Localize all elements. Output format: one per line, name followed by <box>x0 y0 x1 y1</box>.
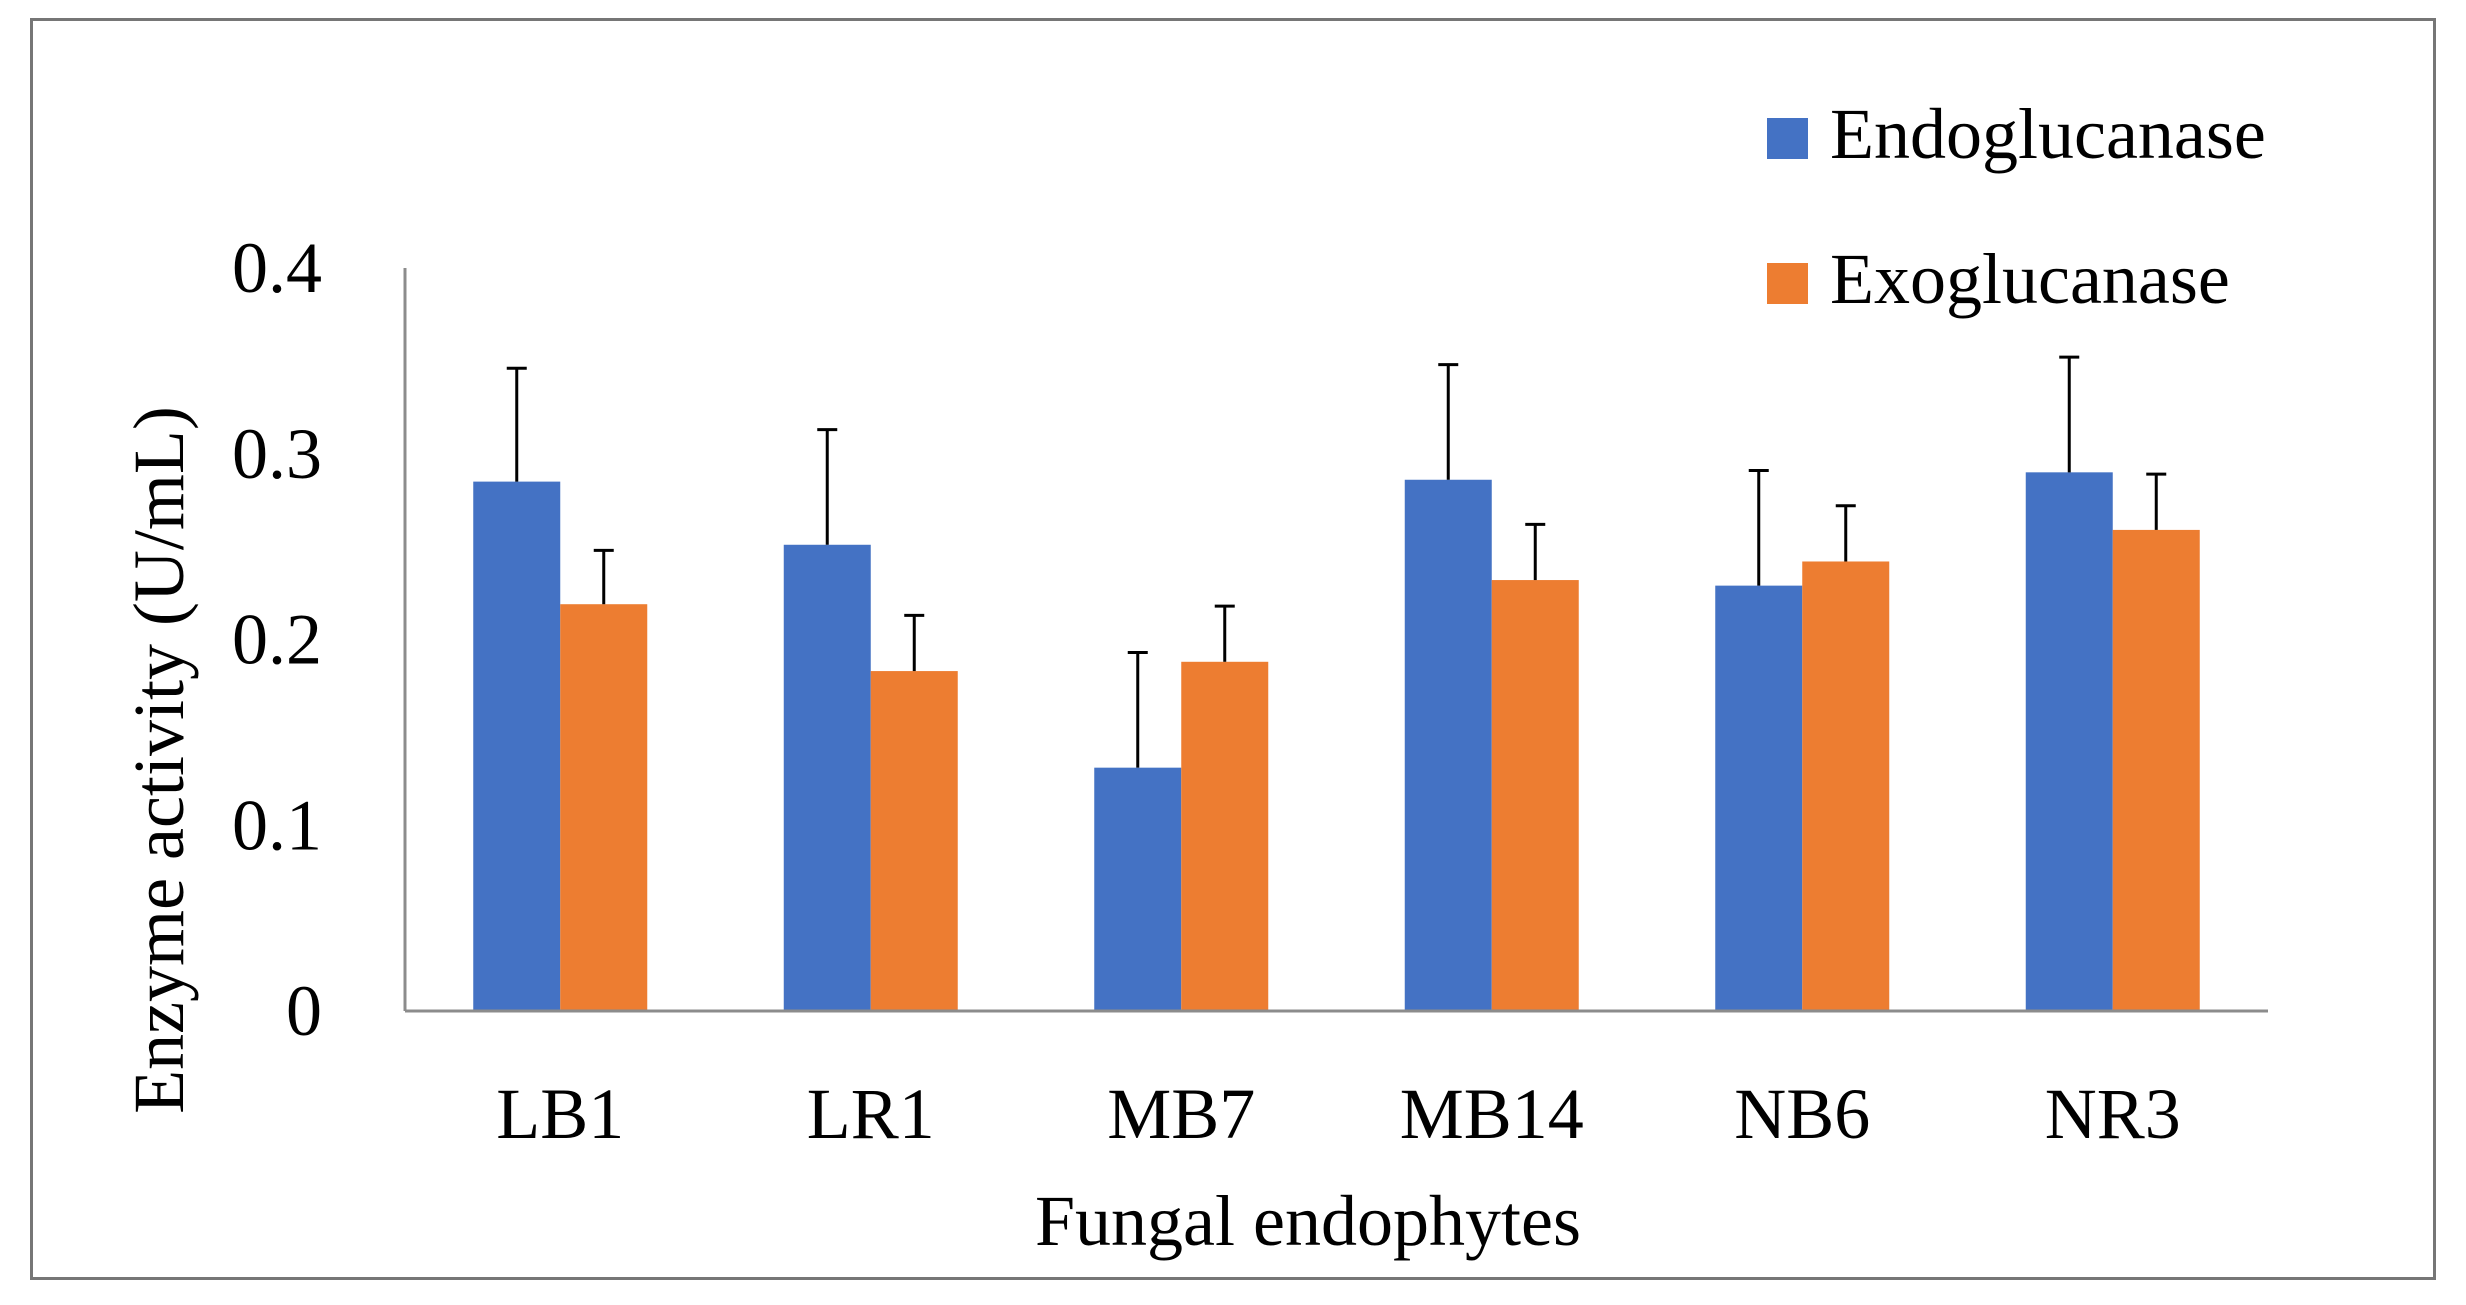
legend: Endoglucanase Exoglucanase <box>1767 94 2266 319</box>
bar-exoglucanase-mb14 <box>1491 580 1579 1011</box>
y-tick-label: 0 <box>286 971 322 1051</box>
y-ticks-layer: 0 0.1 0.2 0.3 0.4 <box>232 228 322 1051</box>
legend-label-exoglucanase: Exoglucanase <box>1830 239 2230 319</box>
x-tick-label: NB6 <box>1734 1074 1870 1154</box>
bar-exoglucanase-nb6 <box>1802 561 1890 1011</box>
y-tick-label: 0.1 <box>232 785 322 865</box>
legend-swatch-exoglucanase <box>1767 263 1808 304</box>
bars-layer <box>473 472 2200 1011</box>
x-tick-label: NR3 <box>2045 1074 2181 1154</box>
bar-exoglucanase-mb7 <box>1181 661 1269 1011</box>
legend-swatch-endoglucanase <box>1767 118 1808 159</box>
error-bars-layer <box>506 355 2167 768</box>
bar-endoglucanase-mb14 <box>1404 479 1492 1011</box>
bar-exoglucanase-nr3 <box>2112 529 2200 1011</box>
y-tick-label: 0.4 <box>232 228 322 308</box>
bar-endoglucanase-lb1 <box>473 481 561 1011</box>
legend-label-endoglucanase: Endoglucanase <box>1830 94 2266 174</box>
x-tick-label: MB14 <box>1400 1074 1584 1154</box>
bar-endoglucanase-mb7 <box>1094 767 1182 1011</box>
x-axis-title: Fungal endophytes <box>1035 1181 1581 1261</box>
x-tick-label: LR1 <box>807 1074 935 1154</box>
bar-endoglucanase-nr3 <box>2025 472 2113 1011</box>
x-ticks-layer: LB1 LR1 MB7 MB14 NB6 NR3 <box>496 1074 2181 1154</box>
bar-endoglucanase-lr1 <box>783 544 871 1011</box>
y-tick-label: 0.2 <box>232 600 322 680</box>
y-axis-title: Enzyme activity (U/mL) <box>119 406 199 1114</box>
x-tick-label: MB7 <box>1107 1074 1255 1154</box>
y-tick-label: 0.3 <box>232 414 322 494</box>
bar-exoglucanase-lr1 <box>870 671 958 1011</box>
axes-layer <box>403 268 2268 1013</box>
bar-endoglucanase-nb6 <box>1715 585 1803 1011</box>
bar-exoglucanase-lb1 <box>560 604 648 1011</box>
x-tick-label: LB1 <box>496 1074 624 1154</box>
